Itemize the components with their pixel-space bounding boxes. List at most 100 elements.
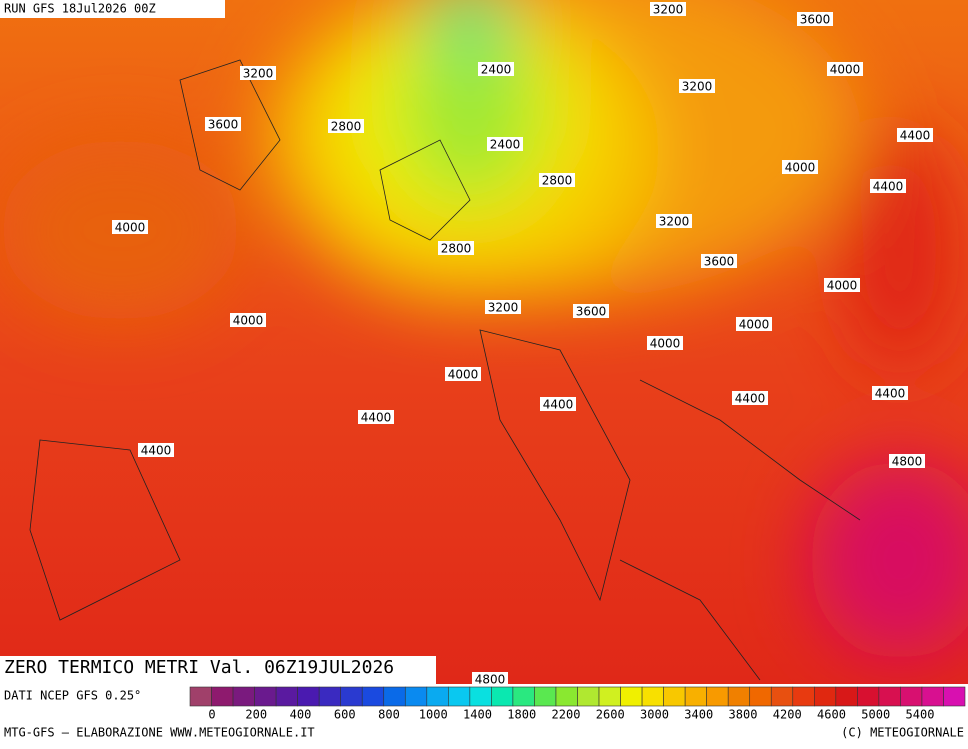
contour-label-box <box>889 454 925 468</box>
contour-label-box <box>679 79 715 93</box>
colorbar-swatch <box>878 686 901 707</box>
copyright: (C) METEOGIORNALE <box>841 726 964 740</box>
contour-label: 3200 <box>653 3 684 17</box>
contour-label-box <box>736 317 772 331</box>
contour-label-box <box>358 410 394 424</box>
map-title: ZERO TERMICO METRI Val. 06Z19JUL2026 <box>4 657 394 678</box>
contour-label: 3200 <box>488 301 519 315</box>
contour-label: 4000 <box>448 368 479 382</box>
colorbar-swatch <box>211 686 234 707</box>
colorbar-swatch <box>900 686 923 707</box>
run-box <box>0 0 225 18</box>
colorbar-swatch <box>340 686 363 707</box>
colorbar-label: 5000 <box>861 708 890 722</box>
colorbar-swatch <box>534 686 557 707</box>
colorbar-swatch <box>189 686 212 707</box>
contour-label-box <box>472 672 508 686</box>
colorbar-label: 2600 <box>596 708 625 722</box>
colorbar-label: 1400 <box>463 708 492 722</box>
colorbar-swatch <box>404 686 428 707</box>
colorbar-label: 800 <box>378 708 400 722</box>
contour-label: 4400 <box>735 392 766 406</box>
colorbar-label: 3800 <box>729 708 758 722</box>
contour-label-box <box>732 391 768 405</box>
colorbar: 0 200 400 600 800 1000 1400 1800 2200 2600 3000 340… <box>189 686 966 722</box>
contour-label: 4000 <box>830 63 861 77</box>
contour-label: 4800 <box>892 455 923 469</box>
colorbar-swatch <box>254 686 277 707</box>
contour-label-box <box>797 12 833 26</box>
title-box <box>0 656 436 684</box>
contour-label-box <box>328 119 364 133</box>
colorbar-label: 1800 <box>507 708 536 722</box>
contour-label-box <box>487 137 523 151</box>
contour-label: 4400 <box>361 411 392 425</box>
contour-label-box <box>872 386 908 400</box>
colorbar-swatch <box>275 686 298 707</box>
map <box>0 0 968 684</box>
contour-label-box <box>701 254 737 268</box>
contour-label-box <box>824 278 860 292</box>
colorbar-label: 1000 <box>419 708 448 722</box>
contour-label: 4000 <box>827 279 858 293</box>
colorbar-label: 5400 <box>906 708 935 722</box>
run-label: RUN GFS 18Jul2026 00Z <box>4 2 156 16</box>
contour-label-box <box>438 241 474 255</box>
colorbar-swatch <box>577 686 600 707</box>
colorbar-label: 200 <box>245 708 267 722</box>
contour-label: 4000 <box>739 318 770 332</box>
colorbar-swatch <box>943 686 966 707</box>
contour-label-box <box>573 304 609 318</box>
colorbar-swatch <box>706 686 729 707</box>
contour-label: 4000 <box>233 314 264 328</box>
colorbar-swatch <box>857 686 880 707</box>
colorbar-swatch <box>361 686 385 707</box>
colorbar-swatch <box>318 686 341 707</box>
colorbar-swatch <box>620 686 643 707</box>
colorbar-label: 0 <box>208 708 215 722</box>
colorbar-swatch <box>684 686 707 707</box>
contour-label: 2400 <box>490 138 521 152</box>
colorbar-swatch <box>448 686 471 707</box>
contour-labels: 3200 3600 3200 2400 4000 3200 3600 2800 2400 4400… <box>112 2 933 687</box>
colorbar-swatch <box>835 686 858 707</box>
contour-label-box <box>782 160 818 174</box>
contour-label: 3600 <box>208 118 239 132</box>
contour-label-box <box>827 62 863 76</box>
contour-label: 4800 <box>475 673 506 687</box>
contour-label-box <box>897 128 933 142</box>
colorbar-label: 3000 <box>640 708 669 722</box>
contour-label-box <box>112 220 148 234</box>
contour-label-box <box>445 367 481 381</box>
contour-label-box <box>205 117 241 131</box>
contour-label-box <box>230 313 266 327</box>
colorbar-swatch <box>383 686 406 707</box>
colorbar-swatch <box>792 686 815 707</box>
contour-label: 4400 <box>900 129 931 143</box>
contour-label: 4400 <box>543 398 574 412</box>
colorbar-label: 2200 <box>552 708 581 722</box>
source: DATI NCEP GFS 0.25° <box>4 689 141 703</box>
colorbar-swatch <box>921 686 944 707</box>
contour-label-box <box>539 173 575 187</box>
contour-label-box <box>138 443 174 457</box>
contour-label-box <box>870 179 906 193</box>
contour-label: 3600 <box>800 13 831 27</box>
colorbar-swatch <box>770 686 794 707</box>
colorbar-swatch <box>469 686 492 707</box>
contour-label: 2400 <box>481 63 512 77</box>
colorbar-swatch <box>814 686 837 707</box>
colorbar-swatch <box>491 686 514 707</box>
contour-label: 4000 <box>650 337 681 351</box>
contour-label: 4400 <box>873 180 904 194</box>
contour-label: 4000 <box>785 161 816 175</box>
contour-label: 4400 <box>875 387 906 401</box>
contour-label: 3600 <box>576 305 607 319</box>
colorbar-label: 4600 <box>817 708 846 722</box>
contour-label-box <box>650 2 686 16</box>
contour-label: 3600 <box>704 255 735 269</box>
colorbar-swatch <box>641 686 664 707</box>
contour-label-box <box>240 66 276 80</box>
contour-label: 3200 <box>659 215 690 229</box>
